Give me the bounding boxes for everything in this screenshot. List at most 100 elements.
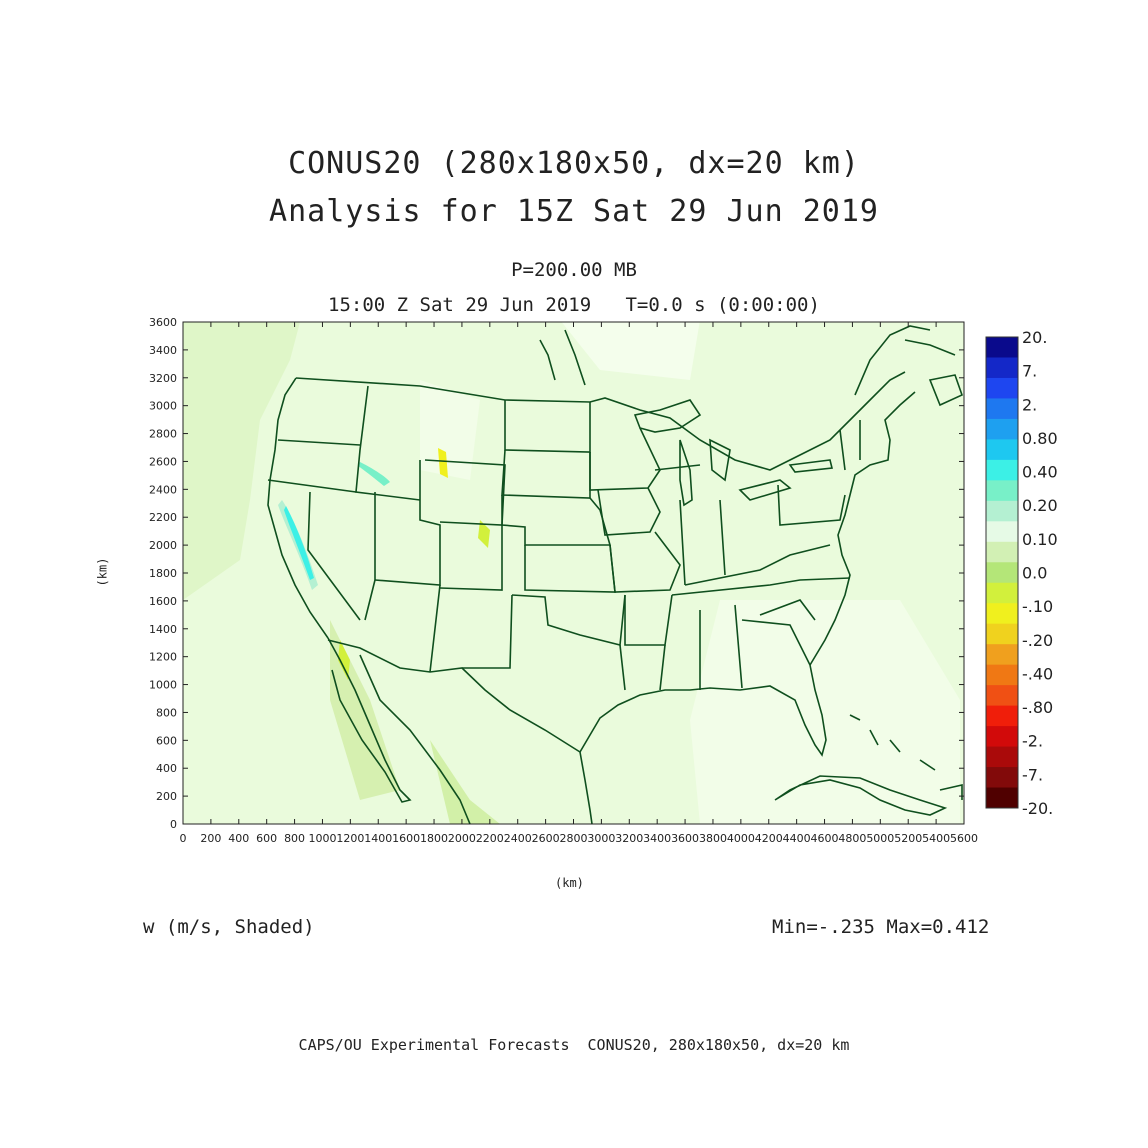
y-tick-label: 1400: [149, 623, 177, 636]
footer-credit: CAPS/OU Experimental Forecasts CONUS20, …: [298, 1036, 850, 1054]
colorbar-label: -.20: [1022, 631, 1053, 650]
colorbar: 20. 7. 2. 0.80 0.40 0.20 0.10 0.0 -.10 -.20 -.40 -.…: [985, 328, 1058, 818]
x-tick-label: 3800: [699, 832, 727, 845]
state-line-ca-nv: [307, 491, 361, 621]
x-axis: 0 200 400 600 800 1000 1200 1400 1600 1800 2000 220…: [180, 322, 978, 845]
west-coast: [267, 377, 329, 639]
colorbar-segment: [986, 500, 1018, 522]
colorbar-label: 0.0: [1022, 564, 1047, 583]
y-tick-label: 1600: [149, 595, 177, 608]
colorbar-frame: [985, 336, 1019, 809]
east-coast: [809, 391, 916, 666]
y-tick-label: 1800: [149, 567, 177, 580]
colorbar-segment: [986, 521, 1018, 543]
lake-michigan: [679, 439, 693, 507]
colorbar-label: -.40: [1022, 664, 1053, 683]
mexico-east-coast: [579, 751, 593, 824]
shade-patch-west: [183, 322, 300, 600]
y-tick-label: 1000: [149, 679, 177, 692]
state-line-pennsylvania: [777, 484, 846, 526]
lake-ontario: [788, 459, 833, 473]
x-tick-label: 3200: [615, 832, 643, 845]
y-tick-label: 1200: [149, 651, 177, 664]
x-tick-label: 1200: [336, 832, 364, 845]
colorbar-label: -7.: [1022, 765, 1043, 784]
y-tick-label: 3400: [149, 344, 177, 357]
x-tick-label: 4400: [783, 832, 811, 845]
x-tick-label: 800: [284, 832, 305, 845]
y-axis-label: (km): [95, 557, 110, 587]
x-tick-label: 5400: [922, 832, 950, 845]
x-tick-label: 4200: [755, 832, 783, 845]
state-line-ca-or: [267, 479, 357, 493]
updraft-sierra-core: [284, 506, 314, 580]
newfoundland: [928, 374, 963, 407]
pressure-level-label: P=200.00 MB: [511, 259, 637, 281]
lake-huron: [709, 438, 731, 482]
x-tick-label: 1600: [392, 832, 420, 845]
state-line-colorado: [439, 525, 503, 591]
x-axis-label: (km): [555, 876, 584, 890]
colorbar-segment: [986, 377, 1018, 399]
x-tick-label: 3400: [643, 832, 671, 845]
colorbar-segment: [986, 644, 1018, 666]
x-tick-label: 2200: [476, 832, 504, 845]
x-tick-label: 600: [256, 832, 277, 845]
colorbar-segment: [986, 459, 1018, 481]
shade-patch-southmexico: [430, 740, 500, 824]
state-line-utah: [374, 460, 441, 586]
state-line-new-mexico: [429, 584, 513, 673]
colorbar-segment: [986, 787, 1018, 809]
colorbar-segment: [986, 337, 1018, 358]
us-canada-border: [295, 371, 906, 471]
y-tick-label: 600: [156, 734, 177, 747]
colorbar-segment: [986, 726, 1018, 748]
colorbar-segment: [986, 398, 1018, 420]
state-line-deep-south: [659, 604, 743, 691]
state-line-new-england: [839, 420, 861, 471]
colorbar-segment: [986, 603, 1018, 625]
y-tick-label: 3000: [149, 400, 177, 413]
x-tick-label: 3000: [587, 832, 615, 845]
map-plot-area: 0 200 400 600 800 1000 1200 1400 1600 1800 2000 220…: [149, 316, 978, 845]
field-description: w (m/s, Shaded): [143, 916, 315, 938]
state-line-midwest: [654, 464, 726, 586]
y-tick-label: 3600: [149, 316, 177, 329]
y-tick-label: 200: [156, 790, 177, 803]
x-tick-label: 5200: [894, 832, 922, 845]
colorbar-label: 2.: [1022, 395, 1037, 414]
x-tick-label: 2800: [560, 832, 588, 845]
state-line-missouri: [609, 531, 681, 593]
y-tick-label: 800: [156, 706, 177, 719]
x-tick-label: 4600: [811, 832, 839, 845]
plot-title-line2: Analysis for 15Z Sat 29 Jun 2019: [269, 194, 879, 229]
y-tick-label: 0: [170, 818, 177, 831]
colorbar-label: -20.: [1022, 799, 1053, 818]
hudson-bay-coast: [539, 329, 586, 386]
colorbar-label: 20.: [1022, 328, 1047, 347]
colorbar-segment: [986, 541, 1018, 563]
min-max-values: Min=-.235 Max=0.412: [772, 916, 990, 938]
colorbar-segment: [986, 746, 1018, 768]
plot-title-line1: CONUS20 (280x180x50, dx=20 km): [288, 146, 860, 181]
colorbar-segment: [986, 705, 1018, 727]
shade-patch-ocean: [690, 600, 960, 824]
state-line-iowa: [597, 487, 661, 536]
x-tick-label: 4800: [838, 832, 866, 845]
state-line-north-dakota: [504, 400, 591, 453]
lake-superior: [633, 399, 702, 433]
colorbar-label: -2.: [1022, 732, 1043, 751]
x-tick-label: 1800: [420, 832, 448, 845]
y-tick-label: 2400: [149, 483, 177, 496]
colorbar-label: 0.40: [1022, 463, 1058, 482]
bahamas: [849, 714, 936, 771]
x-tick-label: 4000: [727, 832, 755, 845]
state-line-tennessee-nc: [671, 577, 851, 596]
colorbar-segment: [986, 480, 1018, 502]
updraft-idaho: [358, 462, 390, 486]
valid-time-label: 15:00 Z Sat 29 Jun 2019 T=0.0 s (0:00:00…: [328, 294, 820, 316]
cuba: [774, 775, 948, 816]
mexico-west-coast: [359, 654, 471, 824]
shade-patch-north: [420, 380, 480, 480]
